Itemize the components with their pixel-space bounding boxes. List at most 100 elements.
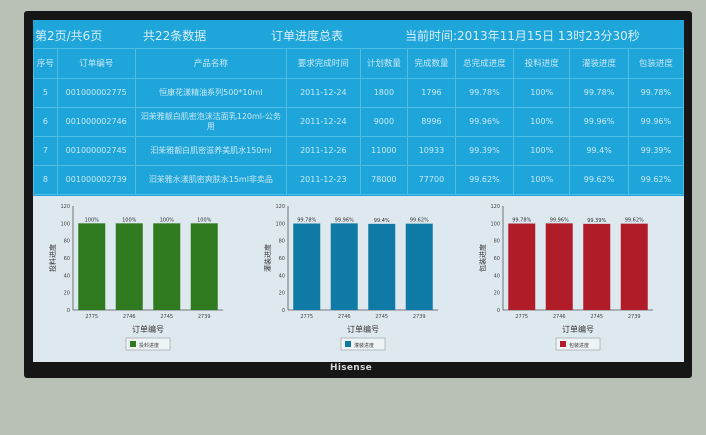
data-label: 100% (197, 217, 212, 223)
column-header: 总完成进度 (454, 48, 515, 79)
table-cell: 汩茉雅靓白肌密滋养美肌水150ml (134, 136, 288, 166)
y-axis-label: 灌装进度 (263, 244, 272, 272)
data-label: 99.96% (335, 217, 354, 223)
table-cell: 汩茉雅靓白肌密泡沫洁面乳120ml-公务用 (134, 107, 288, 137)
column-header: 要求完成时间 (286, 48, 361, 79)
x-tick-label: 2739 (413, 314, 426, 320)
legend-box (340, 337, 386, 351)
table-cell: 5 (33, 78, 58, 108)
column-header: 序号 (33, 48, 58, 79)
column-header: 计划数量 (359, 48, 409, 79)
table-cell: 100% (513, 136, 571, 166)
x-tick-label: 2745 (590, 314, 603, 320)
y-tick-label: 20 (494, 291, 500, 297)
record-count: 共22条数据 (143, 29, 207, 43)
table-cell: 001000002775 (56, 78, 136, 108)
bar (78, 223, 106, 310)
legend-swatch (560, 341, 566, 347)
title-bar: 第2页/共6页 共22条数据 订单进度总表 当前时间:2013年11月15日 1… (33, 20, 684, 48)
table-cell: 11000 (359, 136, 409, 166)
column-header: 投料进度 (513, 48, 571, 79)
legend-swatch (130, 341, 136, 347)
table-row[interactable]: 8 001000002739 汩茉雅水漾肌密爽肤水15ml非卖品 2011-12-23… (33, 165, 684, 195)
table-row[interactable]: 7 001000002745 汩茉雅靓白肌密滋养美肌水150ml 2011-12-26… (33, 136, 684, 166)
data-label: 100% (160, 217, 175, 223)
data-label: 99.78% (512, 218, 531, 224)
y-tick-label: 120 (490, 204, 500, 210)
data-label: 99.62% (410, 218, 429, 224)
table-cell: 99.39% (627, 136, 684, 166)
order-progress-panel: 第2页/共6页 共22条数据 订单进度总表 当前时间:2013年11月15日 1… (33, 20, 684, 196)
legend: 投料进度 (125, 337, 171, 351)
bar (153, 223, 181, 310)
data-label: 99.4% (374, 218, 390, 224)
x-tick-label: 2746 (553, 314, 566, 320)
y-tick-label: 0 (497, 308, 500, 314)
table-cell: 2011-12-24 (286, 78, 361, 108)
y-axis-label: 投料进度 (48, 244, 57, 272)
table-cell: 77700 (407, 165, 456, 195)
y-tick-label: 60 (494, 256, 500, 262)
x-axis-label: 订单编号 (132, 324, 164, 334)
x-tick-label: 2739 (198, 314, 211, 320)
table-cell: 7 (33, 136, 58, 166)
current-time: 当前时间:2013年11月15日 13时23分30秒 (405, 29, 640, 43)
legend-label: 灌装进度 (354, 342, 374, 349)
y-tick-label: 20 (64, 291, 70, 297)
table-cell: 99.78% (627, 78, 684, 108)
table-cell: 001000002739 (56, 165, 136, 195)
table-cell: 99.96% (627, 107, 684, 137)
bar (583, 223, 611, 310)
table-cell: 6 (33, 107, 58, 137)
data-label: 100% (122, 217, 137, 223)
legend-swatch (345, 341, 351, 347)
y-tick-label: 100 (275, 221, 285, 227)
data-label: 100% (85, 217, 100, 223)
table-cell: 2011-12-23 (286, 165, 361, 195)
table-cell: 2011-12-24 (286, 107, 361, 137)
table-cell: 9000 (359, 107, 409, 137)
table-cell: 99.78% (569, 78, 629, 108)
y-tick-label: 20 (279, 291, 285, 297)
bar-chart: 0 20 40 60 80 100 120 99.78% 2775 99.96% 2746 99.39… (478, 204, 653, 351)
table-cell: 99.62% (627, 165, 684, 195)
table-cell: 100% (513, 78, 571, 108)
table-cell: 2011-12-26 (286, 136, 361, 166)
column-header: 完成数量 (407, 48, 456, 79)
y-tick-label: 0 (282, 308, 285, 314)
y-tick-label: 40 (494, 273, 500, 279)
data-label: 99.62% (625, 218, 644, 224)
table-cell: 001000002745 (56, 136, 136, 166)
order-table: 序号 订单编号 产品名称 要求完成时间 计划数量 完成数量 总完成进度 投料进度 灌装进度 包装进… (33, 48, 684, 195)
table-cell: 99.96% (454, 107, 515, 137)
bar (115, 223, 143, 310)
page-title: 订单进度总表 (271, 29, 344, 43)
bar (368, 223, 396, 310)
table-cell: 99.4% (569, 136, 629, 166)
table-cell: 1796 (407, 78, 456, 108)
legend: 包装进度 (555, 337, 601, 351)
x-tick-label: 2775 (515, 314, 528, 320)
legend-label: 投料进度 (139, 342, 159, 349)
y-tick-label: 40 (279, 273, 285, 279)
table-cell: 100% (513, 107, 571, 137)
x-tick-label: 2745 (375, 314, 388, 320)
y-tick-label: 80 (64, 239, 70, 245)
table-cell: 1800 (359, 78, 409, 108)
legend-box (125, 337, 171, 351)
bar (293, 223, 321, 310)
table-row[interactable]: 5 001000002775 恒康花漾精油系列500*10ml 2011-12-24 1… (33, 78, 684, 108)
data-label: 99.96% (550, 217, 569, 223)
bar-chart: 0 20 40 60 80 100 120 100% 2775 100% 2746 100% 2745 1… (48, 204, 223, 351)
bar (545, 223, 573, 310)
table-cell: 99.39% (454, 136, 515, 166)
table-cell: 78000 (359, 165, 409, 195)
x-tick-label: 2746 (338, 314, 351, 320)
table-cell: 99.62% (569, 165, 629, 195)
column-header: 包装进度 (627, 48, 684, 79)
x-tick-label: 2775 (85, 314, 98, 320)
table-cell: 99.78% (454, 78, 515, 108)
table-cell: 100% (513, 165, 571, 195)
y-tick-label: 40 (64, 273, 70, 279)
table-row[interactable]: 6 001000002746 汩茉雅靓白肌密泡沫洁面乳120ml-公务用 2011-1… (33, 107, 684, 137)
